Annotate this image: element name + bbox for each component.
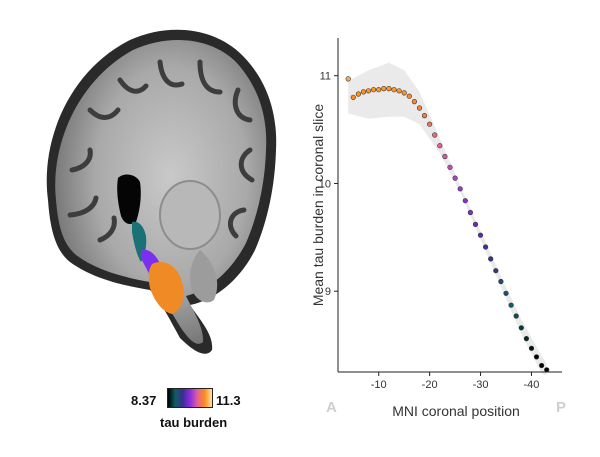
data-point bbox=[396, 88, 402, 94]
data-point bbox=[477, 232, 484, 238]
x-tick-label: -20 bbox=[422, 379, 438, 391]
data-point bbox=[498, 278, 504, 285]
data-point bbox=[381, 85, 387, 92]
x-axis-ticks: -10 -20 -30 -40 bbox=[371, 372, 540, 391]
thalamus bbox=[159, 180, 221, 250]
data-point bbox=[391, 87, 397, 93]
data-point bbox=[513, 313, 519, 319]
ventricle bbox=[117, 174, 141, 224]
scatter-plot: 9 10 11 -10 -20 -30 -40 Mean tau burden in co… bbox=[310, 38, 566, 419]
data-point bbox=[508, 302, 514, 308]
data-point bbox=[345, 76, 351, 82]
data-point bbox=[355, 91, 362, 97]
brain-sagittal-image bbox=[46, 29, 277, 354]
data-point bbox=[544, 367, 550, 373]
data-point bbox=[411, 98, 417, 105]
colorbar-title: tau burden bbox=[160, 415, 228, 430]
x-tick-label: -10 bbox=[371, 379, 387, 391]
data-point bbox=[437, 143, 443, 149]
y-tick-label: 9 bbox=[325, 286, 331, 298]
data-point bbox=[472, 221, 479, 227]
data-point bbox=[386, 85, 392, 92]
x-axis-end-label-right: P bbox=[556, 399, 566, 416]
data-point bbox=[370, 87, 377, 93]
colorbar-max-label: 11.3 bbox=[216, 393, 241, 408]
y-axis-label: Mean tau burden in coronal slice bbox=[310, 104, 326, 307]
brain-mri-panel bbox=[0, 0, 300, 452]
x-tick-label: -40 bbox=[524, 379, 540, 391]
data-point bbox=[467, 209, 473, 216]
data-point bbox=[518, 325, 524, 331]
data-point bbox=[401, 90, 407, 96]
data-point bbox=[462, 198, 468, 204]
data-point bbox=[416, 105, 423, 111]
confidence-band bbox=[348, 62, 547, 376]
data-point bbox=[376, 87, 382, 93]
x-tick-label: -30 bbox=[473, 379, 489, 391]
data-point bbox=[406, 93, 412, 99]
data-point bbox=[360, 89, 367, 95]
scatter-plot-panel: 9 10 11 -10 -20 -30 -40 Mean tau burden in co… bbox=[300, 0, 600, 452]
data-point bbox=[533, 354, 540, 360]
overlay-orange bbox=[148, 262, 184, 314]
data-point bbox=[432, 132, 438, 138]
data-point bbox=[350, 94, 356, 100]
x-axis-end-label-left: A bbox=[326, 399, 337, 416]
data-point bbox=[457, 186, 463, 192]
cortical-folds bbox=[67, 59, 255, 243]
x-axis-label: MNI coronal position bbox=[392, 403, 520, 419]
data-point bbox=[442, 153, 448, 160]
data-points bbox=[345, 76, 550, 373]
data-point bbox=[452, 175, 458, 181]
data-point bbox=[365, 88, 372, 94]
data-point bbox=[539, 362, 545, 369]
colorbar-min-label: 8.37 bbox=[131, 393, 157, 408]
y-tick-label: 10 bbox=[319, 178, 331, 190]
data-point bbox=[447, 164, 453, 170]
data-point bbox=[528, 345, 535, 351]
data-point bbox=[421, 112, 428, 119]
data-point bbox=[493, 268, 499, 274]
data-point bbox=[523, 336, 529, 342]
data-point bbox=[483, 244, 489, 250]
tau-colorbar bbox=[167, 388, 213, 408]
y-tick-label: 11 bbox=[320, 71, 331, 83]
data-point bbox=[427, 121, 433, 127]
y-axis-ticks: 9 10 11 bbox=[319, 71, 338, 298]
data-point bbox=[503, 290, 509, 296]
brainstem bbox=[190, 250, 218, 303]
data-point bbox=[488, 256, 494, 262]
